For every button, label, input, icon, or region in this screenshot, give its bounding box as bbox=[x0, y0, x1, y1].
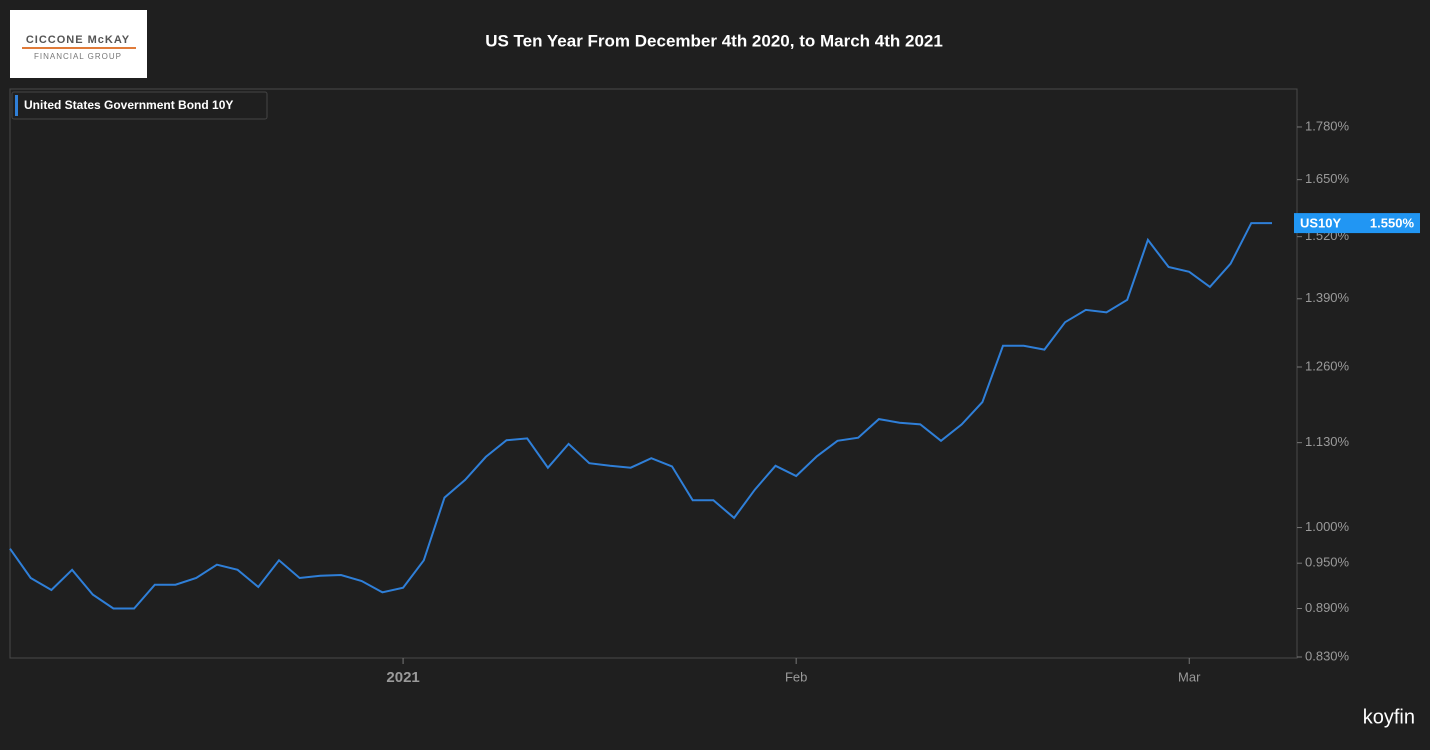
x-tick-label: Feb bbox=[785, 669, 807, 684]
badge-ticker: US10Y bbox=[1300, 216, 1342, 231]
logo-box bbox=[10, 10, 147, 78]
logo-tagline: FINANCIAL GROUP bbox=[34, 52, 122, 61]
legend: United States Government Bond 10Y bbox=[11, 91, 268, 120]
y-tick-label: 1.390% bbox=[1305, 290, 1350, 305]
x-tick-label: 2021 bbox=[386, 669, 419, 686]
chart-title: US Ten Year From December 4th 2020, to M… bbox=[485, 31, 943, 50]
y-tick-label: 0.830% bbox=[1305, 648, 1350, 663]
y-tick-label: 1.000% bbox=[1305, 519, 1350, 534]
y-tick-label: 1.780% bbox=[1305, 118, 1350, 133]
legend-label: United States Government Bond 10Y bbox=[24, 98, 233, 112]
y-tick-label: 1.130% bbox=[1305, 434, 1350, 449]
legend-box bbox=[11, 91, 268, 120]
price-badge bbox=[1294, 213, 1420, 234]
y-tick-label: 1.260% bbox=[1305, 358, 1350, 373]
value-label: 1.550% bbox=[1370, 216, 1415, 231]
legend-swatch bbox=[15, 95, 18, 116]
plot-frame bbox=[9, 88, 1298, 659]
logo-name: CICCONE McKAY bbox=[26, 34, 130, 46]
watermark: koyfin bbox=[1363, 706, 1415, 728]
y-tick-label: 0.950% bbox=[1305, 555, 1350, 570]
y-tick-label: 1.650% bbox=[1305, 171, 1350, 186]
series-line bbox=[9, 222, 1272, 610]
x-tick-label: Mar bbox=[1178, 669, 1201, 684]
y-tick-label: 0.890% bbox=[1305, 600, 1350, 615]
